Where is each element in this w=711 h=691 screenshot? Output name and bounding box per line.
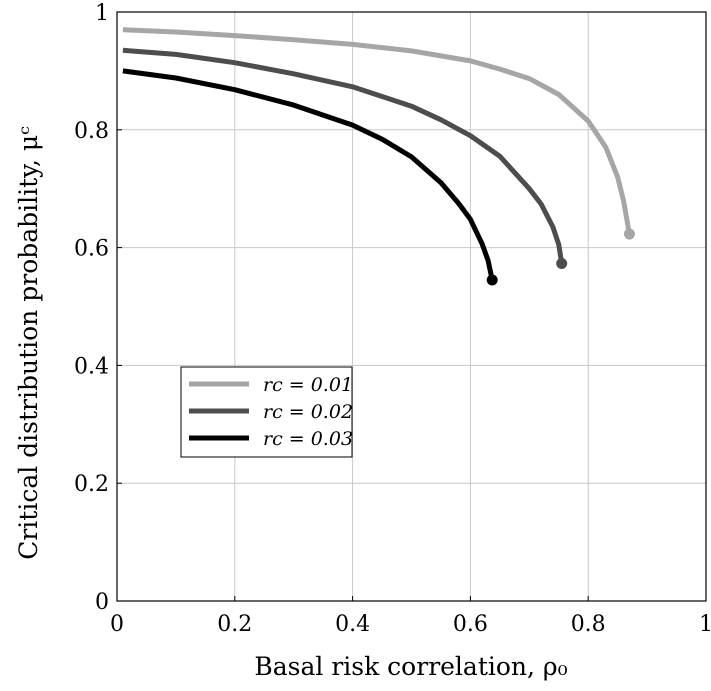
- legend-label: rc = 0.02: [263, 401, 353, 423]
- y-axis-label: Critical distribution probability, μᶜ: [14, 126, 43, 560]
- x-axis-label: Basal risk correlation, ρ₀: [254, 652, 567, 681]
- y-tick-label: 0.6: [74, 237, 109, 262]
- x-tick-label: 0.6: [453, 612, 488, 637]
- x-tick-label: 0.2: [217, 612, 252, 637]
- series-endpoint-2: [556, 258, 568, 270]
- y-tick-label: 0.4: [74, 354, 109, 379]
- series-line-1: [122, 27, 632, 235]
- y-tick-label: 0.2: [74, 472, 109, 497]
- y-tick-label: 1: [95, 1, 109, 26]
- axis-frame: [116, 11, 707, 602]
- series-line-2: [122, 47, 565, 264]
- x-tick-label: 0: [110, 612, 124, 637]
- tick-labels: 0 0.2 0.4 0.6 0.8 1 0 0.2 0.4 0.6 0.8 1: [74, 1, 711, 637]
- series-endpoint-3: [486, 274, 498, 286]
- x-tick-label: 1: [699, 612, 711, 637]
- series-layer: [122, 27, 635, 286]
- legend-label: rc = 0.03: [263, 428, 353, 450]
- x-tick-label: 0.8: [571, 612, 606, 637]
- series-line-3: [122, 68, 495, 281]
- legend: rc = 0.01 rc = 0.02 rc = 0.03: [180, 366, 353, 458]
- legend-label: rc = 0.01: [263, 374, 353, 396]
- y-tick-label: 0.8: [74, 119, 109, 144]
- x-tick-label: 0.4: [335, 612, 370, 637]
- grid-lines: [117, 12, 706, 601]
- y-tick-label: 0: [95, 590, 109, 615]
- series-endpoint-1: [623, 228, 635, 240]
